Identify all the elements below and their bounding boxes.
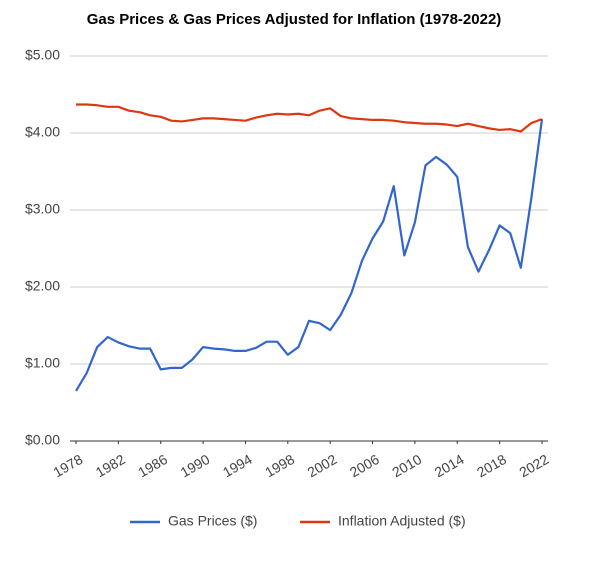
x-tick-label: 1978 (50, 451, 85, 481)
x-tick-label: 1994 (220, 451, 255, 481)
x-tick-label: 2006 (347, 451, 382, 481)
x-tick-label: 2010 (389, 451, 424, 481)
chart-title: Gas Prices & Gas Prices Adjusted for Inf… (87, 11, 502, 28)
series-line (75, 118, 544, 392)
series-line (76, 103, 543, 133)
legend-label: Inflation Adjusted ($) (338, 513, 466, 529)
x-tick-label: 2002 (305, 451, 340, 481)
y-tick-label: $0.00 (25, 432, 60, 448)
y-tick-label: $3.00 (25, 201, 60, 217)
x-tick-label: 2018 (474, 451, 509, 481)
x-tick-label: 1990 (177, 451, 212, 481)
legend-label: Gas Prices ($) (168, 513, 257, 529)
x-tick-label: 1986 (135, 451, 170, 481)
y-tick-label: $1.00 (25, 355, 60, 371)
x-tick-label: 1998 (262, 451, 297, 481)
x-tick-label: 2022 (516, 451, 551, 481)
x-tick-label: 2014 (432, 451, 467, 481)
x-tick-label: 1982 (93, 451, 128, 481)
y-tick-label: $5.00 (25, 47, 60, 63)
y-tick-label: $4.00 (25, 124, 60, 140)
y-tick-label: $2.00 (25, 278, 60, 294)
